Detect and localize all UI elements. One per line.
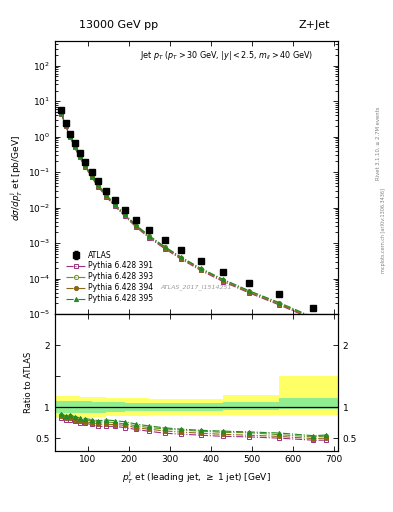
Y-axis label: Ratio to ATLAS: Ratio to ATLAS — [24, 352, 33, 413]
Y-axis label: $d\sigma/dp_T^{\rm j}$ et [pb/GeV]: $d\sigma/dp_T^{\rm j}$ et [pb/GeV] — [9, 135, 25, 221]
Pythia 6.428 391 — [104, 194, 108, 200]
Pythia 6.428 391 — [59, 111, 64, 117]
Pythia 6.428 391 — [112, 203, 117, 209]
Pythia 6.428 391 — [323, 341, 328, 347]
Text: ATLAS_2017_I1514251: ATLAS_2017_I1514251 — [161, 284, 232, 290]
Pythia 6.428 394 — [277, 301, 282, 307]
Pythia 6.428 391 — [147, 235, 152, 241]
Pythia 6.428 395 — [311, 314, 316, 321]
Pythia 6.428 391 — [68, 135, 73, 141]
Pythia 6.428 394 — [122, 212, 127, 219]
Pythia 6.428 391 — [122, 213, 127, 219]
Pythia 6.428 395 — [89, 173, 94, 179]
Pythia 6.428 393 — [162, 244, 167, 250]
Pythia 6.428 395 — [179, 254, 184, 260]
Pythia 6.428 395 — [77, 153, 82, 159]
Pythia 6.428 395 — [134, 222, 139, 228]
Line: Pythia 6.428 395: Pythia 6.428 395 — [59, 110, 328, 344]
Text: Jet $p_T$ ($p_T>30$ GeV, $|y|<2.5$, $m_{ll}>40$ GeV): Jet $p_T$ ($p_T>30$ GeV, $|y|<2.5$, $m_{… — [140, 49, 313, 62]
Pythia 6.428 394 — [179, 255, 184, 262]
Pythia 6.428 394 — [72, 144, 77, 150]
Pythia 6.428 395 — [277, 300, 282, 306]
Pythia 6.428 391 — [83, 164, 88, 170]
Pythia 6.428 393 — [147, 233, 152, 240]
Pythia 6.428 395 — [72, 143, 77, 149]
Pythia 6.428 393 — [104, 193, 108, 199]
Pythia 6.428 394 — [134, 223, 139, 229]
Pythia 6.428 394 — [323, 340, 328, 346]
Pythia 6.428 395 — [112, 201, 117, 207]
Pythia 6.428 393 — [311, 315, 316, 321]
Pythia 6.428 393 — [277, 300, 282, 306]
Pythia 6.428 395 — [147, 233, 152, 239]
Line: Pythia 6.428 394: Pythia 6.428 394 — [59, 111, 328, 345]
Text: 13000 GeV pp: 13000 GeV pp — [79, 20, 158, 30]
Pythia 6.428 394 — [112, 202, 117, 208]
Pythia 6.428 394 — [63, 122, 68, 129]
Pythia 6.428 393 — [134, 223, 139, 229]
Pythia 6.428 395 — [323, 339, 328, 345]
Pythia 6.428 391 — [96, 184, 101, 190]
Pythia 6.428 393 — [122, 212, 127, 218]
Pythia 6.428 391 — [63, 123, 68, 129]
Pythia 6.428 393 — [179, 254, 184, 261]
Pythia 6.428 391 — [134, 224, 139, 230]
Pythia 6.428 393 — [77, 153, 82, 159]
Pythia 6.428 395 — [68, 133, 73, 139]
Pythia 6.428 391 — [311, 316, 316, 323]
Pythia 6.428 393 — [112, 202, 117, 208]
Pythia 6.428 395 — [198, 265, 203, 271]
Pythia 6.428 393 — [247, 288, 252, 294]
Pythia 6.428 391 — [72, 144, 77, 151]
Pythia 6.428 394 — [104, 193, 108, 199]
Pythia 6.428 393 — [72, 143, 77, 150]
Pythia 6.428 394 — [89, 174, 94, 180]
Pythia 6.428 395 — [221, 276, 226, 283]
Line: Pythia 6.428 393: Pythia 6.428 393 — [59, 111, 328, 345]
Pythia 6.428 393 — [59, 110, 64, 116]
Legend: ATLAS, Pythia 6.428 391, Pythia 6.428 393, Pythia 6.428 394, Pythia 6.428 395: ATLAS, Pythia 6.428 391, Pythia 6.428 39… — [64, 249, 155, 305]
Pythia 6.428 393 — [96, 182, 101, 188]
Pythia 6.428 394 — [162, 245, 167, 251]
Pythia 6.428 395 — [104, 191, 108, 198]
Pythia 6.428 393 — [68, 133, 73, 139]
Pythia 6.428 394 — [83, 163, 88, 169]
Pythia 6.428 395 — [96, 182, 101, 188]
X-axis label: $p_T^{\rm j}$ et (leading jet, $\geq$ 1 jet) [GeV]: $p_T^{\rm j}$ et (leading jet, $\geq$ 1 … — [122, 470, 271, 486]
Pythia 6.428 394 — [68, 134, 73, 140]
Pythia 6.428 395 — [162, 243, 167, 249]
Line: Pythia 6.428 391: Pythia 6.428 391 — [59, 112, 328, 347]
Pythia 6.428 395 — [83, 162, 88, 168]
Pythia 6.428 394 — [147, 234, 152, 240]
Pythia 6.428 394 — [77, 154, 82, 160]
Pythia 6.428 394 — [221, 278, 226, 284]
Pythia 6.428 393 — [83, 163, 88, 169]
Pythia 6.428 394 — [311, 315, 316, 322]
Pythia 6.428 391 — [89, 174, 94, 180]
Pythia 6.428 395 — [247, 288, 252, 294]
Pythia 6.428 391 — [247, 290, 252, 296]
Pythia 6.428 391 — [77, 154, 82, 160]
Pythia 6.428 393 — [198, 266, 203, 272]
Pythia 6.428 395 — [122, 211, 127, 217]
Pythia 6.428 391 — [221, 279, 226, 285]
Pythia 6.428 391 — [277, 302, 282, 308]
Pythia 6.428 394 — [198, 266, 203, 272]
Pythia 6.428 394 — [96, 183, 101, 189]
Pythia 6.428 394 — [59, 110, 64, 116]
Pythia 6.428 395 — [63, 122, 68, 128]
Pythia 6.428 394 — [247, 289, 252, 295]
Pythia 6.428 393 — [221, 277, 226, 283]
Pythia 6.428 391 — [162, 246, 167, 252]
Pythia 6.428 391 — [198, 267, 203, 273]
Pythia 6.428 391 — [179, 256, 184, 262]
Text: mcplots.cern.ch [arXiv:1306.3436]: mcplots.cern.ch [arXiv:1306.3436] — [381, 188, 386, 273]
Pythia 6.428 393 — [89, 173, 94, 179]
Pythia 6.428 395 — [59, 109, 64, 115]
Text: Z+Jet: Z+Jet — [299, 20, 330, 30]
Pythia 6.428 393 — [323, 339, 328, 345]
Text: Rivet 3.1.10, ≥ 2.7M events: Rivet 3.1.10, ≥ 2.7M events — [376, 106, 380, 180]
Pythia 6.428 393 — [63, 122, 68, 129]
